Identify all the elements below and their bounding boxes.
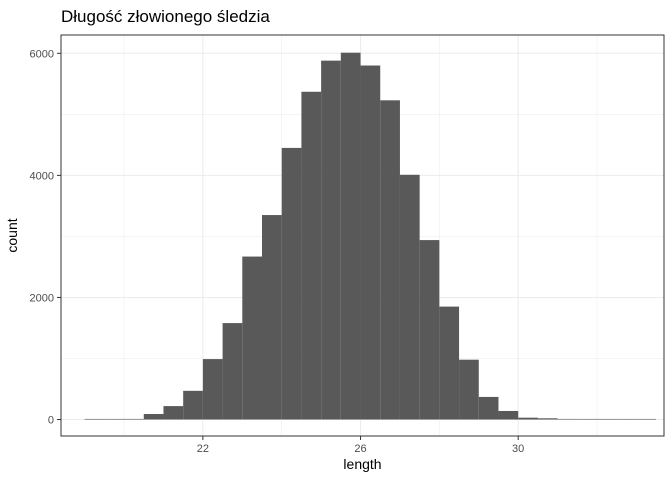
y-tick-label: 2000 bbox=[30, 292, 54, 304]
histogram-bar bbox=[143, 414, 164, 420]
plot-border bbox=[60, 34, 665, 437]
histogram-bar bbox=[242, 256, 262, 420]
histogram-bar bbox=[104, 418, 125, 420]
histogram-bar bbox=[183, 390, 203, 420]
histogram-bar bbox=[84, 418, 105, 420]
histogram-bar bbox=[301, 91, 322, 420]
y-tick-label: 6000 bbox=[30, 48, 54, 60]
x-tick-label: 26 bbox=[354, 443, 366, 455]
histogram-bar bbox=[557, 418, 578, 420]
histogram-bar bbox=[163, 406, 184, 420]
histogram-bar bbox=[380, 100, 400, 420]
chart-title: Długość złowionego śledzia bbox=[61, 7, 270, 26]
histogram-bar bbox=[262, 215, 282, 420]
x-tick-label: 22 bbox=[197, 443, 209, 455]
y-tick-label: 4000 bbox=[30, 170, 54, 182]
histogram-bar bbox=[281, 147, 302, 420]
histogram-bar bbox=[439, 306, 460, 420]
x-tick-label: 30 bbox=[512, 443, 524, 455]
y-axis: 0 2000 4000 6000 bbox=[30, 48, 61, 427]
histogram-bar bbox=[616, 418, 637, 420]
histogram-bar bbox=[537, 418, 558, 420]
histogram-bar bbox=[577, 418, 597, 420]
histogram-bar bbox=[478, 396, 499, 420]
histogram-bar bbox=[360, 65, 381, 420]
y-tick-label: 0 bbox=[48, 415, 54, 427]
histogram-bar bbox=[202, 359, 223, 420]
histogram-bar bbox=[518, 417, 538, 420]
histogram-bar bbox=[124, 418, 144, 420]
histogram-bar bbox=[636, 418, 657, 420]
histogram-bar bbox=[222, 323, 243, 420]
histogram-bar bbox=[498, 410, 519, 420]
y-axis-title: count bbox=[4, 218, 20, 252]
histogram-bar bbox=[340, 52, 361, 420]
histogram-bar bbox=[321, 60, 341, 420]
x-axis: 22 26 30 bbox=[197, 436, 524, 455]
histogram-bar bbox=[399, 174, 420, 420]
histogram-bar bbox=[459, 359, 479, 420]
histogram-bar bbox=[419, 240, 440, 420]
histogram-bar bbox=[597, 418, 617, 420]
x-axis-title: length bbox=[343, 456, 381, 472]
histogram-bars bbox=[84, 52, 657, 420]
